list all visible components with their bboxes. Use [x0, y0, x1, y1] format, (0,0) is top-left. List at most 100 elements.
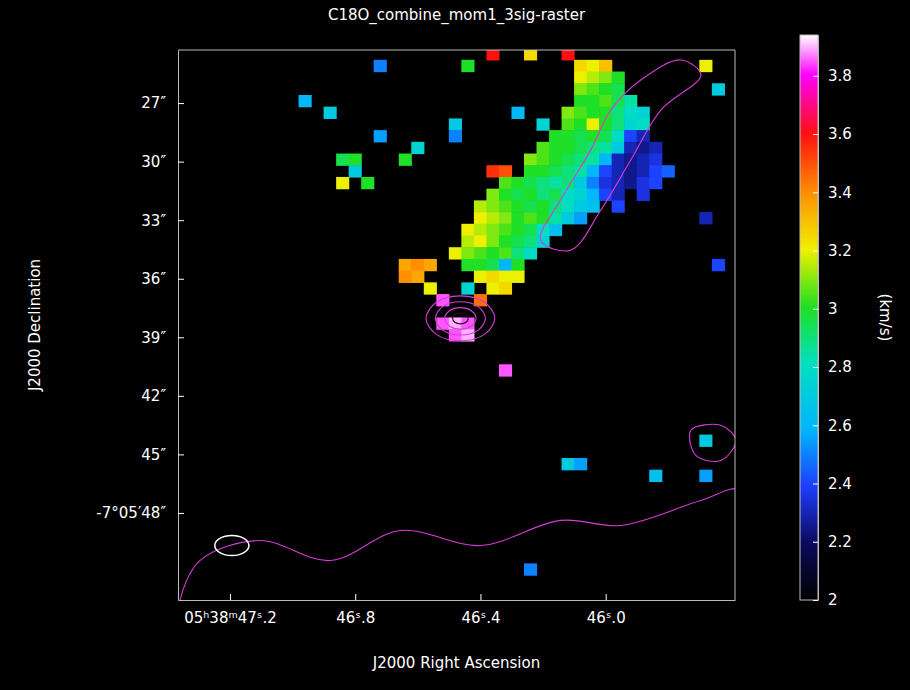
y-axis-tick-mark: [178, 162, 184, 163]
cell: [574, 95, 587, 107]
cell: [549, 189, 562, 201]
cell: [599, 142, 612, 154]
contour: [178, 489, 735, 600]
colorbar-tick-mark: [813, 484, 818, 485]
chart: 05ʰ38ᵐ47ˢ.246ˢ.846ˢ.446ˢ.027″30″33″36″39…: [0, 0, 910, 690]
cell: [637, 130, 650, 142]
contour: [445, 308, 476, 329]
cell: [499, 271, 512, 283]
colorbar-tick: 2.4: [813, 475, 852, 493]
cell: [587, 118, 600, 130]
cell: [549, 200, 562, 212]
cell: [486, 200, 499, 212]
cell: [486, 247, 499, 259]
colorbar-tick-mark: [813, 134, 818, 135]
cell: [499, 189, 512, 201]
cell: [411, 259, 424, 271]
cell: [574, 107, 587, 119]
contour: [453, 313, 469, 324]
cell: [649, 177, 662, 189]
colorbar-tick: 3: [813, 300, 838, 318]
cell: [699, 60, 712, 72]
cell: [511, 107, 524, 119]
cell: [599, 177, 612, 189]
y-axis-tick-label: 45″: [141, 446, 166, 464]
cell: [474, 212, 487, 224]
cell: [549, 142, 562, 154]
cell: [324, 107, 337, 119]
cell: [486, 259, 499, 271]
cell: [637, 189, 650, 201]
colorbar-tick: 3.4: [813, 184, 852, 202]
cell: [511, 259, 524, 271]
cell: [612, 72, 625, 84]
cell: [449, 247, 462, 259]
cell: [374, 60, 387, 72]
x-axis-tick-label: 46ˢ.0: [587, 609, 626, 627]
cell: [486, 282, 499, 294]
cell: [574, 189, 587, 201]
cell: [499, 364, 512, 376]
cell: [549, 154, 562, 166]
y-axis-tick: 36″: [141, 270, 184, 288]
x-axis-title: J2000 Right Ascension: [372, 654, 540, 672]
y-axis-tick: 45″: [141, 446, 184, 464]
cell: [624, 130, 637, 142]
plot-area: [178, 50, 735, 600]
cell: [411, 142, 424, 154]
beam: [215, 535, 249, 555]
cell: [612, 107, 625, 119]
cell: [461, 247, 474, 259]
cell: [612, 200, 625, 212]
colorbar-tick-label: 2.8: [828, 358, 852, 376]
cell: [612, 118, 625, 130]
cell: [624, 177, 637, 189]
colorbar-tick-mark: [813, 309, 818, 310]
cell: [599, 95, 612, 107]
cell: [574, 458, 587, 470]
cell: [612, 130, 625, 142]
cell: [587, 107, 600, 119]
cell: [524, 177, 537, 189]
cell: [587, 189, 600, 201]
cell: [649, 470, 662, 482]
y-axis-tick-label: 27″: [141, 94, 166, 112]
cell: [637, 177, 650, 189]
cell: [549, 212, 562, 224]
cell: [562, 212, 575, 224]
cell: [524, 154, 537, 166]
cell: [612, 165, 625, 177]
x-axis-tick-mark: [480, 594, 481, 600]
cell: [399, 259, 412, 271]
cell: [524, 224, 537, 236]
cell: [524, 165, 537, 177]
cell: [499, 224, 512, 236]
cell: [461, 60, 474, 72]
colorbar-tick-label: 2.4: [828, 475, 852, 493]
cell: [449, 118, 462, 130]
cell: [699, 435, 712, 447]
colorbar-tick-mark: [813, 251, 818, 252]
cell: [537, 212, 550, 224]
x-axis-line: [179, 600, 736, 601]
cell: [537, 142, 550, 154]
cell: [511, 247, 524, 259]
y-axis-tick: 33″: [141, 211, 184, 229]
cell: [599, 165, 612, 177]
colorbar-tick-mark: [813, 425, 818, 426]
y-axis-tick-label: 36″: [141, 270, 166, 288]
y-axis-tick-mark: [178, 103, 184, 104]
cell: [599, 130, 612, 142]
cell: [649, 142, 662, 154]
cell: [562, 165, 575, 177]
colorbar-tick: 2.6: [813, 417, 852, 435]
y-axis-tick-label: -7°05′48″: [96, 504, 166, 522]
cell: [537, 177, 550, 189]
x-axis-tick-label: 46ˢ.8: [336, 609, 375, 627]
cell: [549, 130, 562, 142]
colorbar: [800, 35, 818, 600]
cell: [299, 95, 312, 107]
cell: [549, 177, 562, 189]
y-axis-tick: 30″: [141, 153, 184, 171]
y-axis-tick-mark: [178, 337, 184, 338]
